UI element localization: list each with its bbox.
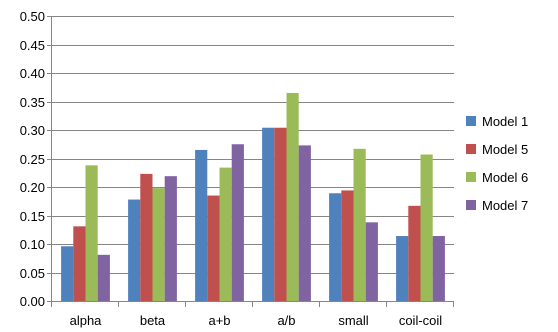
bar-model-7-alpha	[97, 254, 110, 301]
x-tick-label: small	[338, 313, 368, 328]
bar-model-6-small	[353, 148, 366, 301]
bar-model-5-small	[341, 190, 354, 301]
y-tick-label: 0.15	[20, 209, 45, 224]
legend-swatch	[466, 144, 476, 154]
bar-model-1-beta	[128, 199, 141, 301]
bar-model-1-a+b	[195, 149, 208, 301]
x-tick-label: coil-coil	[399, 313, 442, 328]
bar-model-6-alpha	[85, 165, 98, 301]
bar-model-1-alpha	[61, 246, 74, 301]
bar-model-7-coil-coil	[432, 236, 445, 301]
y-tick-label: 0.05	[20, 266, 45, 281]
y-axis-tick-labels: 0.00 0.05 0.10 0.15 0.20 0.25 0.30 0.35 0.40 0.45…	[20, 9, 45, 309]
y-tick-label: 0.25	[20, 152, 45, 167]
bar-model-7-a+b	[231, 144, 244, 301]
legend-swatch	[466, 116, 476, 126]
y-tick-label: 0.30	[20, 123, 45, 138]
bar-model-6-a/b	[286, 92, 299, 301]
legend-swatch	[466, 200, 476, 210]
gridlines	[52, 16, 454, 274]
bar-model-1-coil-coil	[396, 236, 409, 301]
bar-model-7-small	[365, 222, 378, 301]
bar-model-6-a+b	[219, 167, 232, 301]
x-tick-label: a+b	[208, 313, 230, 328]
legend-swatch	[466, 172, 476, 182]
bar-model-6-coil-coil	[420, 154, 433, 301]
bar-model-5-coil-coil	[408, 205, 421, 301]
bar-model-1-small	[329, 193, 342, 301]
legend-label: Model 5	[482, 142, 528, 157]
bar-model-5-beta	[140, 173, 153, 301]
axes	[47, 16, 454, 307]
x-tick-label: a/b	[277, 313, 295, 328]
bar-model-7-a/b	[298, 145, 311, 301]
bar-model-6-beta	[152, 188, 165, 301]
y-tick-label: 0.45	[20, 38, 45, 53]
x-tick-label: alpha	[70, 313, 103, 328]
bar-model-1-a/b	[262, 127, 275, 301]
bars	[61, 92, 445, 301]
legend-label: Model 7	[482, 198, 528, 213]
legend: Model 1 Model 5 Model 6 Model 7	[466, 114, 528, 213]
y-tick-label: 0.00	[20, 294, 45, 309]
bar-model-5-a+b	[207, 195, 220, 301]
bar-model-7-beta	[164, 176, 177, 301]
x-axis-tick-labels: alpha beta a+b a/b small coil-coil	[70, 313, 443, 328]
y-tick-label: 0.40	[20, 66, 45, 81]
y-tick-label: 0.20	[20, 180, 45, 195]
bar-model-5-a/b	[274, 127, 287, 301]
x-tick-label: beta	[140, 313, 166, 328]
bar-model-5-alpha	[73, 226, 86, 301]
y-tick-label: 0.10	[20, 237, 45, 252]
y-tick-label: 0.50	[20, 9, 45, 24]
legend-label: Model 1	[482, 114, 528, 129]
legend-label: Model 6	[482, 170, 528, 185]
y-tick-label: 0.35	[20, 95, 45, 110]
